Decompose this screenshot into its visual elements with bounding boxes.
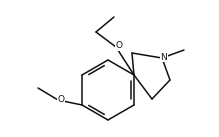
- Text: O: O: [58, 95, 65, 103]
- Text: O: O: [115, 42, 122, 51]
- Text: N: N: [161, 52, 167, 62]
